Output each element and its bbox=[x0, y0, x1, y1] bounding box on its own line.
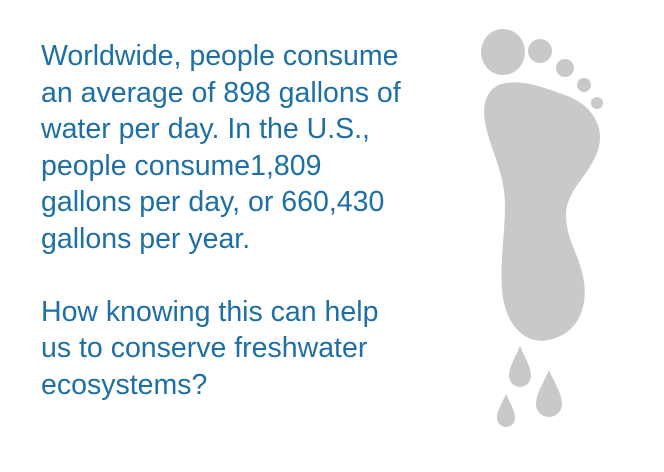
water-drop-icon bbox=[536, 370, 562, 417]
text-line: an average of 898 gallons of bbox=[41, 76, 401, 109]
toe-little bbox=[591, 97, 603, 109]
water-drop-icon bbox=[509, 346, 531, 387]
text-line: Worldwide, people consume bbox=[41, 40, 399, 72]
text-line: people consume1,809 bbox=[41, 149, 322, 182]
text-line: How knowing this can help bbox=[41, 295, 379, 328]
foot-sole bbox=[484, 82, 600, 341]
text-line: gallons per day, or 660,430 bbox=[41, 186, 385, 218]
toe-fourth bbox=[577, 78, 591, 92]
text-line: gallons per year. bbox=[41, 222, 251, 255]
water-drop-icon bbox=[509, 167, 529, 207]
text-line: water per day. In the U.S., bbox=[41, 113, 370, 145]
toe-second bbox=[528, 39, 552, 63]
paragraph-spacer bbox=[41, 257, 461, 294]
toe-third bbox=[556, 59, 574, 77]
text-line: ecosystems? bbox=[41, 368, 208, 401]
footprint-icon bbox=[481, 29, 603, 427]
water-drop-icon bbox=[497, 394, 515, 427]
toe-big bbox=[481, 29, 525, 75]
paragraph-water-consumption: Worldwide, people consume an average of … bbox=[41, 38, 461, 257]
paragraph-question: How knowing this can help us to conserve… bbox=[41, 294, 461, 404]
text-line: us to conserve freshwater bbox=[41, 332, 368, 364]
body-text: Worldwide, people consume an average of … bbox=[41, 38, 461, 403]
